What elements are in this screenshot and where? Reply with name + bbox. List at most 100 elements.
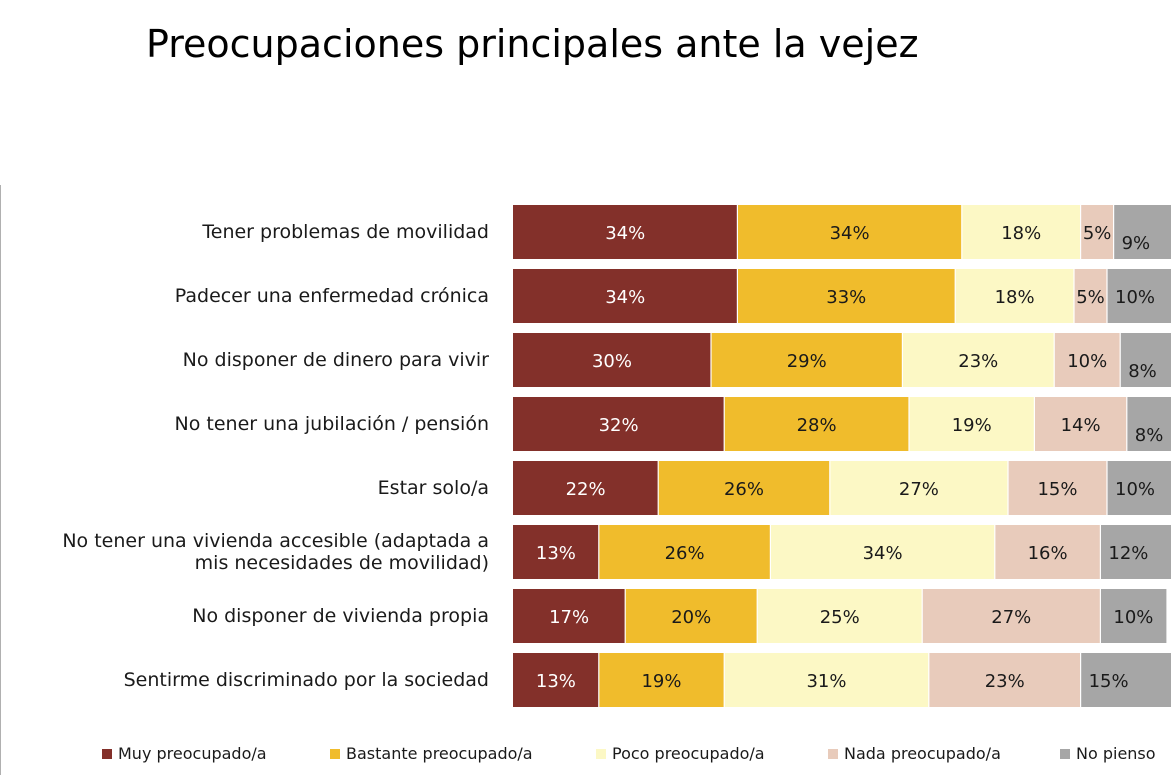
data-label: 18% (1001, 223, 1041, 244)
bar-segment-nada-preocupado-a (1080, 205, 1114, 259)
data-label: 27% (991, 607, 1031, 628)
bar-segment-muy-preocupado-a (513, 333, 711, 387)
data-label: 19% (952, 415, 992, 436)
bar-segment-no-pienso (1113, 205, 1171, 259)
data-label: 25% (820, 607, 860, 628)
legend-swatch (330, 748, 340, 759)
legend-item-bastante-preocupado-a: Bastante preocupado/a (330, 744, 533, 763)
bar-segment-poco-preocupado-a (757, 589, 923, 643)
legend-swatch (1060, 748, 1070, 759)
legend-item-muy-preocupado-a: Muy preocupado/a (102, 744, 267, 763)
data-label: 34% (830, 223, 870, 244)
legend: Muy preocupado/a Bastante preocupado/a Poc… (102, 744, 1171, 768)
data-label: 16% (1028, 543, 1068, 564)
legend-label: No pienso (1076, 744, 1156, 763)
bar-segment-muy-preocupado-a (513, 589, 626, 643)
data-label: 18% (995, 287, 1035, 308)
bar-segment-no-pienso (1120, 333, 1171, 387)
data-label: 23% (958, 351, 998, 372)
bar-segment-muy-preocupado-a (513, 269, 738, 323)
legend-swatch (596, 748, 606, 759)
data-label: 12% (1108, 543, 1148, 564)
data-label: 33% (826, 287, 866, 308)
legend-label: Bastante preocupado/a (346, 744, 533, 763)
data-label: 10% (1115, 479, 1155, 500)
data-label: 13% (536, 543, 576, 564)
bar-segment-poco-preocupado-a (902, 333, 1055, 387)
bar-segment-nada-preocupado-a (928, 653, 1081, 707)
data-label: 5% (1083, 223, 1112, 244)
legend-item-poco-preocupado-a: Poco preocupado/a (596, 744, 765, 763)
bar-segment-bastante-preocupado-a (598, 525, 771, 579)
stacked-bar-chart: Tener problemas de movilidad 34% 34% 18% 5% 9… (62, 205, 1171, 707)
bar-segment-poco-preocupado-a (829, 461, 1008, 515)
data-label: 5% (1076, 287, 1105, 308)
data-label: 34% (863, 543, 903, 564)
legend-swatch (102, 748, 112, 759)
bar-segment-poco-preocupado-a (909, 397, 1035, 451)
category-label: Padecer una enfermedad crónica (175, 285, 489, 307)
bar-segment-muy-preocupado-a (513, 397, 725, 451)
bar-segment-poco-preocupado-a (724, 653, 929, 707)
data-label: 34% (605, 223, 645, 244)
legend-item-nada-preocupado-a: Nada preocupado/a (828, 744, 1001, 763)
bar-segment-no-pienso (1080, 653, 1171, 707)
data-label: 13% (536, 671, 576, 692)
bar-segment-bastante-preocupado-a (737, 269, 956, 323)
data-label: 23% (985, 671, 1025, 692)
bar-segment-poco-preocupado-a (961, 205, 1081, 259)
bar-segment-nada-preocupado-a (1008, 461, 1107, 515)
data-label: 32% (599, 415, 639, 436)
data-label: 26% (724, 479, 764, 500)
legend-item-no-pienso: No pienso (1060, 744, 1156, 763)
legend-label: Poco preocupado/a (612, 744, 765, 763)
bar-segment-muy-preocupado-a (513, 205, 738, 259)
bar-segment-poco-preocupado-a (770, 525, 995, 579)
data-label: 10% (1115, 287, 1155, 308)
data-label: 15% (1037, 479, 1077, 500)
bar-segment-muy-preocupado-a (513, 525, 599, 579)
data-label: 27% (899, 479, 939, 500)
data-label: 10% (1113, 607, 1153, 628)
bar-segment-nada-preocupado-a (1034, 397, 1127, 451)
bar-segment-no-pienso (1126, 397, 1171, 451)
data-label: 26% (665, 543, 705, 564)
data-label: 8% (1135, 425, 1164, 446)
frame-edge (0, 185, 1, 775)
category-label: No tener una jubilación / pensión (175, 413, 489, 435)
bar-segment-no-pienso (1100, 525, 1171, 579)
data-label: 17% (549, 607, 589, 628)
bar-segment-nada-preocupado-a (1074, 269, 1107, 323)
legend-label: Nada preocupado/a (844, 744, 1001, 763)
data-label: 30% (592, 351, 632, 372)
bar-segment-muy-preocupado-a (513, 461, 659, 515)
data-label: 14% (1061, 415, 1101, 436)
bar-segment-no-pienso (1100, 589, 1167, 643)
data-label: 15% (1089, 671, 1129, 692)
category-label: mis necesidades de movilidad) (195, 552, 489, 574)
data-label: 8% (1128, 361, 1157, 382)
category-label: No tener una vivienda accesible (adaptad… (62, 530, 489, 552)
data-label: 22% (566, 479, 606, 500)
bar-segment-poco-preocupado-a (955, 269, 1074, 323)
bar-segment-bastante-preocupado-a (625, 589, 758, 643)
bar-segment-nada-preocupado-a (922, 589, 1101, 643)
category-label: Estar solo/a (378, 477, 489, 499)
category-label: Sentirme discriminado por la sociedad (124, 669, 489, 691)
data-label: 34% (605, 287, 645, 308)
category-label: No disponer de vivienda propia (192, 605, 489, 627)
data-label: 31% (806, 671, 846, 692)
category-label: Tener problemas de movilidad (201, 221, 489, 243)
bar-segment-nada-preocupado-a (994, 525, 1101, 579)
data-label: 28% (797, 415, 837, 436)
bar-segment-no-pienso (1107, 461, 1171, 515)
bar-segment-bastante-preocupado-a (658, 461, 830, 515)
data-label: 20% (671, 607, 711, 628)
bar-segment-muy-preocupado-a (513, 653, 599, 707)
legend-label: Muy preocupado/a (118, 744, 267, 763)
bar-segment-bastante-preocupado-a (598, 653, 725, 707)
bar-segment-bastante-preocupado-a (711, 333, 903, 387)
bar-segment-bastante-preocupado-a (724, 397, 909, 451)
bar-segment-no-pienso (1107, 269, 1171, 323)
bar-segment-bastante-preocupado-a (737, 205, 962, 259)
